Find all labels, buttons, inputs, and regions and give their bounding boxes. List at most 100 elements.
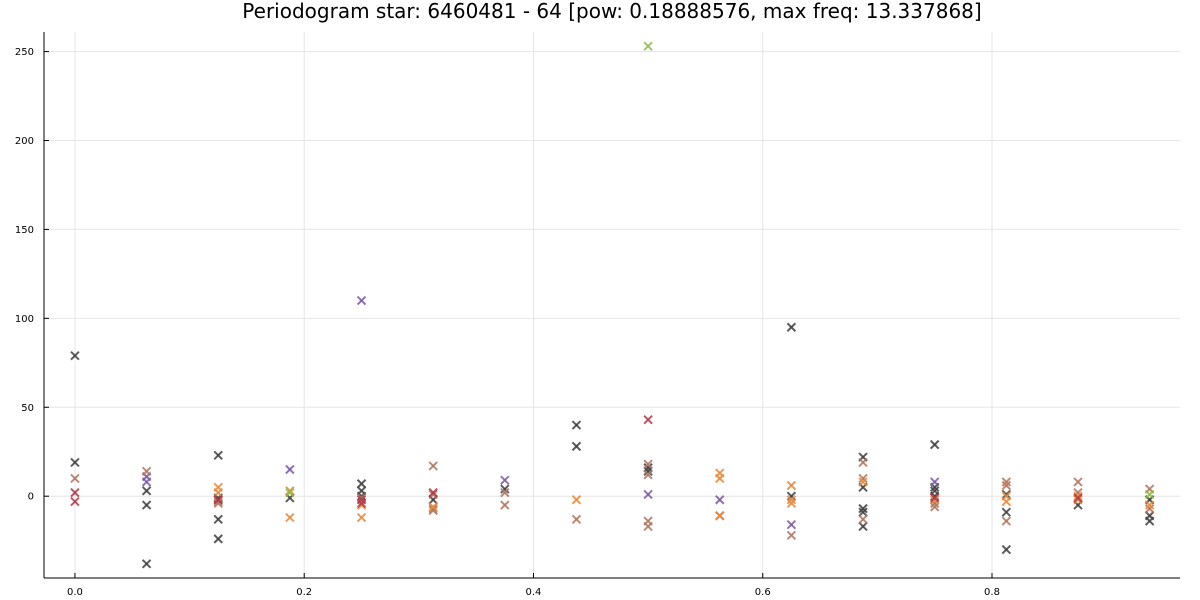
data-point-marker bbox=[1073, 493, 1083, 503]
data-point-marker bbox=[786, 498, 797, 509]
data-point-marker bbox=[715, 511, 725, 521]
data-point-marker bbox=[571, 441, 582, 452]
data-point-marker bbox=[858, 457, 868, 468]
data-point-marker bbox=[285, 512, 295, 523]
y-tick-label: 50 bbox=[21, 403, 34, 414]
data-point-marker bbox=[213, 534, 223, 544]
grid-lines bbox=[44, 32, 1180, 578]
data-point-marker bbox=[356, 479, 367, 489]
data-point-marker bbox=[858, 507, 868, 517]
data-point-marker bbox=[141, 500, 152, 510]
data-point-marker bbox=[500, 475, 510, 485]
data-point-marker bbox=[500, 487, 510, 498]
data-point-marker bbox=[1001, 516, 1012, 526]
x-tick-label: 0.2 bbox=[296, 587, 312, 598]
data-point-marker bbox=[715, 495, 725, 505]
y-tick-label: 0 bbox=[28, 492, 34, 503]
data-point-marker bbox=[213, 498, 223, 509]
data-point-marker bbox=[643, 459, 653, 469]
data-point-marker bbox=[929, 491, 940, 501]
data-point-marker bbox=[141, 466, 152, 476]
data-point-marker bbox=[929, 477, 940, 487]
data-point-marker bbox=[213, 514, 223, 525]
data-point-marker bbox=[643, 466, 653, 476]
data-point-marker bbox=[786, 519, 797, 530]
data-point-marker bbox=[1144, 503, 1155, 514]
x-tick-label: 0.8 bbox=[984, 587, 1000, 598]
data-points bbox=[70, 41, 1155, 569]
data-point-marker bbox=[1001, 496, 1012, 507]
data-point-marker bbox=[1001, 507, 1012, 517]
data-point-marker bbox=[1001, 477, 1012, 487]
x-tick-label: 0.0 bbox=[67, 587, 83, 598]
data-point-marker bbox=[141, 559, 152, 569]
data-point-marker bbox=[929, 495, 940, 505]
data-point-marker bbox=[213, 495, 223, 505]
data-point-marker bbox=[571, 495, 582, 505]
data-point-marker bbox=[1073, 495, 1083, 505]
data-point-marker bbox=[285, 487, 295, 498]
data-point-marker bbox=[356, 295, 367, 306]
data-point-marker bbox=[428, 505, 438, 516]
data-point-marker bbox=[70, 457, 80, 468]
data-point-marker bbox=[1144, 489, 1155, 500]
data-point-marker bbox=[500, 500, 510, 510]
data-point-marker bbox=[786, 530, 797, 541]
data-point-marker bbox=[141, 486, 152, 496]
data-point-marker bbox=[858, 514, 868, 525]
data-point-marker bbox=[858, 477, 868, 487]
data-point-marker bbox=[213, 487, 223, 498]
data-point-marker bbox=[786, 491, 797, 501]
data-point-marker bbox=[643, 470, 653, 480]
x-tick-label: 0.4 bbox=[526, 587, 542, 598]
data-point-marker bbox=[643, 463, 653, 473]
data-point-marker bbox=[70, 473, 80, 484]
data-point-marker bbox=[213, 450, 223, 460]
chart-title: Periodogram star: 6460481 - 64 [pow: 0.1… bbox=[242, 0, 981, 23]
data-point-marker bbox=[213, 496, 223, 507]
data-point-marker bbox=[1001, 480, 1012, 491]
data-point-marker bbox=[70, 496, 80, 507]
data-point-marker bbox=[428, 461, 438, 471]
data-point-marker bbox=[858, 503, 868, 514]
data-point-marker bbox=[643, 41, 653, 51]
data-point-marker bbox=[70, 487, 80, 498]
data-point-marker bbox=[70, 350, 80, 361]
y-tick-label: 150 bbox=[15, 225, 34, 236]
data-point-marker bbox=[428, 487, 438, 498]
data-point-marker bbox=[929, 493, 940, 503]
y-tick-label: 250 bbox=[15, 47, 34, 58]
data-point-marker bbox=[1144, 516, 1155, 526]
data-point-marker bbox=[356, 512, 367, 523]
data-point-marker bbox=[1144, 500, 1155, 510]
data-point-marker bbox=[929, 439, 940, 450]
data-point-marker bbox=[643, 489, 653, 500]
x-tick-label: 0.6 bbox=[755, 587, 771, 598]
data-point-marker bbox=[858, 473, 868, 484]
data-point-marker bbox=[356, 498, 367, 509]
data-point-marker bbox=[643, 521, 653, 532]
data-point-marker bbox=[1073, 477, 1083, 487]
data-point-marker bbox=[786, 480, 797, 491]
data-point-marker bbox=[428, 489, 438, 500]
data-point-marker bbox=[1001, 489, 1012, 500]
data-point-marker bbox=[571, 514, 582, 525]
data-point-marker bbox=[643, 415, 653, 425]
data-point-marker bbox=[1073, 491, 1083, 501]
data-point-marker bbox=[786, 322, 797, 332]
data-point-marker bbox=[428, 502, 438, 512]
data-point-marker bbox=[858, 521, 868, 532]
data-point-marker bbox=[428, 503, 438, 514]
data-point-marker bbox=[786, 495, 797, 505]
data-point-marker bbox=[929, 502, 940, 512]
data-point-marker bbox=[285, 486, 295, 496]
data-point-marker bbox=[715, 473, 725, 484]
data-point-marker bbox=[500, 484, 510, 494]
tick-labels: 0.0 0.2 0.4 0.6 0.8 0 50 100 150 200 250 bbox=[15, 47, 1000, 598]
y-tick-label: 200 bbox=[15, 136, 34, 147]
y-tick-label: 100 bbox=[15, 314, 34, 325]
data-point-marker bbox=[356, 495, 367, 505]
data-point-marker bbox=[1001, 544, 1012, 555]
data-point-marker bbox=[571, 420, 582, 430]
